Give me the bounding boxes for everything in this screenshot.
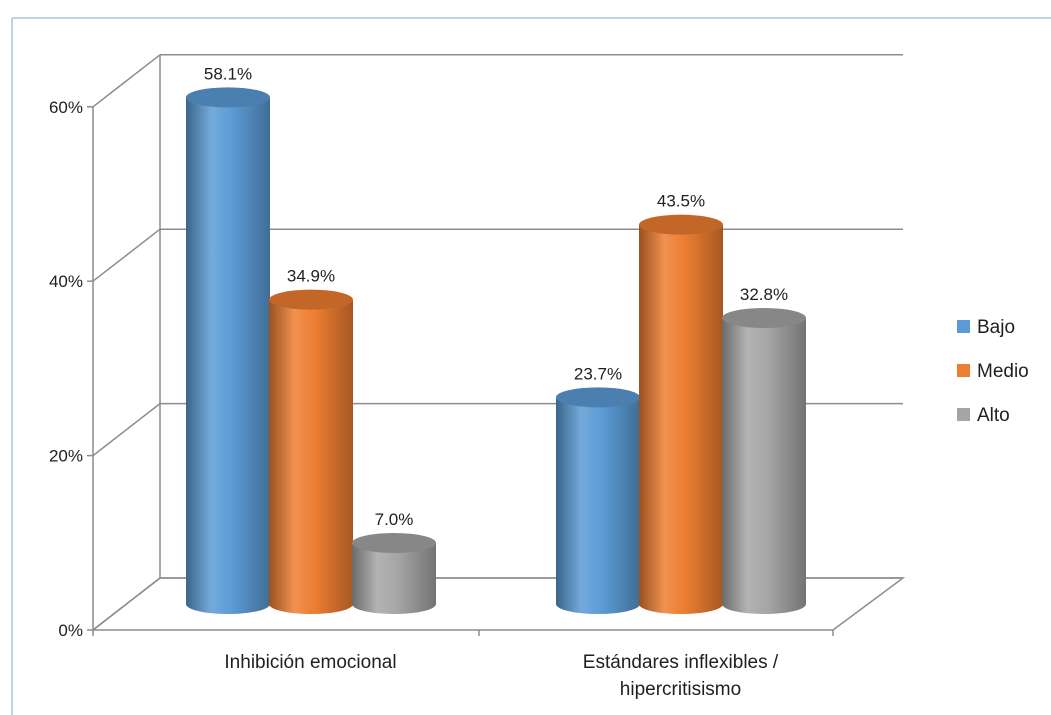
- bar-alto: [352, 532, 436, 614]
- bar-body: [639, 224, 723, 614]
- y-tick-label: 20%: [49, 447, 83, 466]
- data-label: 7.0%: [375, 510, 414, 529]
- bar-top: [722, 307, 806, 328]
- data-label: 43.5%: [657, 192, 705, 211]
- bar-bajo: [556, 387, 640, 614]
- bar-body: [352, 542, 436, 614]
- bar-body: [269, 299, 353, 614]
- bar-top: [186, 87, 270, 108]
- legend-swatch-medio: [957, 364, 970, 377]
- x-category-label: Inhibición emocional: [224, 652, 396, 673]
- bars-layer: [186, 87, 806, 615]
- legend-label-alto: Alto: [977, 405, 1010, 426]
- bar-top: [639, 214, 723, 235]
- x-category-label: hipercritisismo: [620, 679, 741, 700]
- y-tick-label: 40%: [49, 272, 83, 291]
- legend-label-bajo: Bajo: [977, 317, 1015, 338]
- bar-alto: [722, 307, 806, 614]
- x-category-label: Estándares inflexibles /: [583, 652, 779, 673]
- legend: Bajo Medio Alto: [957, 317, 1029, 426]
- bar-top: [352, 532, 436, 553]
- gridline-side: [92, 403, 161, 457]
- bar-medio: [639, 214, 723, 614]
- bar-body: [556, 397, 640, 614]
- bar-body: [722, 317, 806, 614]
- gridline-side: [92, 54, 161, 108]
- legend-swatch-bajo: [957, 320, 970, 333]
- data-label: 32.8%: [740, 285, 788, 304]
- legend-label-medio: Medio: [977, 361, 1029, 382]
- labels-layer: 58.1% 34.9% 7.0% Inhibición emocional 23.7% 4…: [204, 64, 788, 700]
- data-label: 23.7%: [574, 364, 622, 383]
- y-tick-label: 60%: [49, 98, 83, 117]
- bar-top: [556, 387, 640, 408]
- legend-swatch-alto: [957, 408, 970, 421]
- data-label: 58.1%: [204, 64, 252, 83]
- bar-body: [186, 97, 270, 615]
- y-tick-label: 0%: [58, 621, 83, 640]
- gridline-side: [92, 228, 161, 282]
- bar-top: [269, 289, 353, 310]
- gridline-side: [92, 577, 161, 631]
- bar-medio: [269, 289, 353, 614]
- data-label: 34.9%: [287, 267, 335, 286]
- bar-bajo: [186, 87, 270, 615]
